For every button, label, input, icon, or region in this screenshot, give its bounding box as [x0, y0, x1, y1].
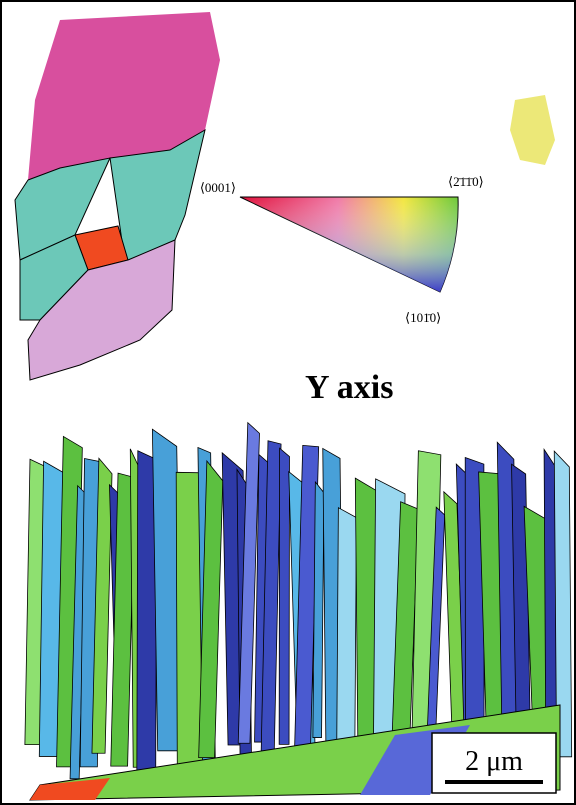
scale-label: 2 μm — [465, 746, 523, 777]
grain — [278, 447, 290, 745]
grain — [553, 450, 573, 758]
legend-label: ⟨101̄0⟩ — [405, 310, 441, 325]
color-key — [240, 197, 459, 292]
grain — [110, 472, 136, 767]
columnar-grains — [24, 421, 573, 780]
legend-label: ⟨0001⟩ — [200, 180, 236, 195]
axis-label: Y axis — [305, 369, 393, 406]
grain — [237, 421, 260, 744]
grain — [91, 457, 113, 754]
grain — [28, 12, 220, 180]
grain — [30, 778, 110, 800]
grain — [510, 95, 555, 165]
grain — [27, 239, 176, 381]
legend-label: ⟨2̄1̄1̄0⟩ — [448, 174, 484, 189]
grain — [312, 480, 325, 738]
grain — [336, 507, 357, 756]
